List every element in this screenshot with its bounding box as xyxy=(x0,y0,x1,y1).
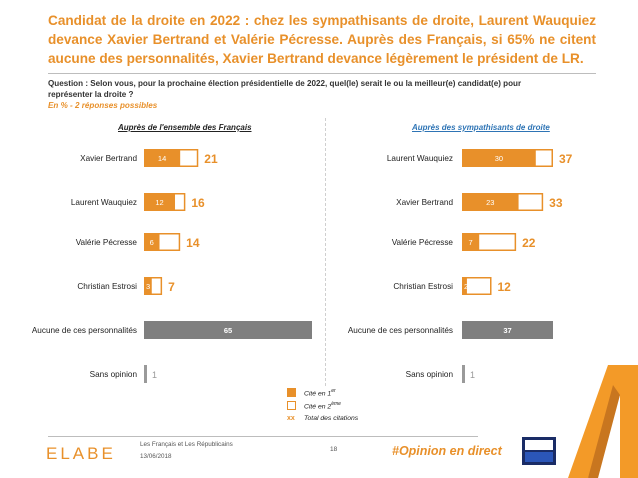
right-bar-first xyxy=(462,233,480,251)
left-category-label: Xavier Bertrand xyxy=(80,154,137,163)
right-bar-first xyxy=(462,149,536,167)
left-category-label: Sans opinion xyxy=(90,370,138,379)
legend-first-swatch xyxy=(287,388,296,397)
decorative-a-shape xyxy=(568,365,638,478)
hashtag: #Opinion en direct xyxy=(392,444,502,458)
left-value-first: 6 xyxy=(150,238,154,247)
bfm-tv-logo xyxy=(522,437,556,465)
right-category-label: Xavier Bertrand xyxy=(396,198,453,207)
left-bar-total xyxy=(144,321,312,339)
page-title: Candidat de la droite en 2022 : chez les… xyxy=(48,13,596,66)
left-bar-first xyxy=(144,277,152,295)
right-bar-first xyxy=(462,193,519,211)
right-category-label: Christian Estrosi xyxy=(393,282,453,291)
left-value-label: 1 xyxy=(152,370,157,380)
left-category-label: Aucune de ces personnalités xyxy=(32,326,137,335)
legend-first-label: Cité en 1er xyxy=(304,387,336,398)
left-category-label: Laurent Wauquiez xyxy=(71,198,137,207)
legend-second-swatch xyxy=(287,401,296,410)
right-bar-total xyxy=(462,365,465,383)
left-value-total: 16 xyxy=(191,196,205,210)
right-value-total: 33 xyxy=(549,196,563,210)
left-bar-first xyxy=(144,193,176,211)
footer-divider xyxy=(48,436,478,437)
left-value-first: 14 xyxy=(158,154,166,163)
right-bar-total xyxy=(462,321,553,339)
left-category-label: Christian Estrosi xyxy=(77,282,137,291)
legend-total: xx Total des citations xyxy=(287,412,358,425)
right-category-label: Sans opinion xyxy=(406,370,454,379)
left-value-label: 65 xyxy=(224,326,232,335)
left-bar-first xyxy=(144,233,160,251)
right-value-label: 1 xyxy=(470,370,475,380)
right-category-label: Laurent Wauquiez xyxy=(387,154,453,163)
elabe-logo: ELABE xyxy=(46,444,116,463)
footer-date: 13/06/2018 xyxy=(140,453,172,460)
left-value-total: 14 xyxy=(186,236,200,250)
legend-total-marker: xx xyxy=(287,415,295,422)
left-bar-total xyxy=(144,365,147,383)
legend-second-label: Cité en 2ème xyxy=(304,400,341,411)
left-value-first: 12 xyxy=(155,198,163,207)
left-category-label: Valérie Pécresse xyxy=(76,238,138,247)
page-number: 18 xyxy=(330,446,338,453)
footer-study-name: Les Français et Les Républicains xyxy=(140,441,233,448)
left-value-first: 3 xyxy=(146,282,150,291)
right-value-total: 12 xyxy=(498,280,512,294)
left-bar-first xyxy=(144,149,181,167)
right-chart-title: Auprès des sympathisants de droite xyxy=(412,123,550,132)
left-value-total: 21 xyxy=(204,152,218,166)
legend-total-label: Total des citations xyxy=(304,415,359,422)
question-text: Question : Selon vous, pour la prochaine… xyxy=(48,79,522,99)
right-value-first: 2 xyxy=(464,282,468,291)
legend-second: Cité en 2ème xyxy=(287,399,358,412)
right-value-total: 37 xyxy=(559,152,573,166)
legend: Cité en 1er Cité en 2ème xx Total des ci… xyxy=(287,386,358,425)
right-value-first: 30 xyxy=(495,154,503,163)
right-value-first: 7 xyxy=(469,238,473,247)
right-category-label: Valérie Pécresse xyxy=(392,238,454,247)
right-category-label: Aucune de ces personnalités xyxy=(348,326,453,335)
legend-first: Cité en 1er xyxy=(287,386,358,399)
right-value-first: 23 xyxy=(486,198,494,207)
left-value-total: 7 xyxy=(168,280,175,294)
question-subtitle: En % - 2 réponses possibles xyxy=(48,101,158,110)
right-value-total: 22 xyxy=(522,236,536,250)
panel-divider xyxy=(325,118,326,386)
left-chart-title: Auprès de l'ensemble des Français xyxy=(118,123,252,132)
right-bar-first xyxy=(462,277,467,295)
title-divider xyxy=(48,73,596,74)
right-value-label: 37 xyxy=(503,326,511,335)
